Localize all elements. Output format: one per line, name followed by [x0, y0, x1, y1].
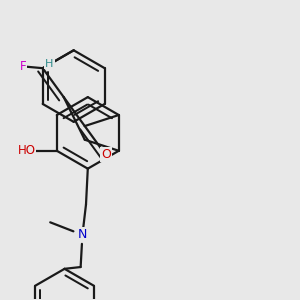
Text: H: H — [45, 58, 54, 68]
Text: N: N — [78, 228, 87, 241]
Text: O: O — [101, 148, 111, 161]
Text: HO: HO — [17, 144, 35, 157]
Text: F: F — [20, 60, 26, 73]
